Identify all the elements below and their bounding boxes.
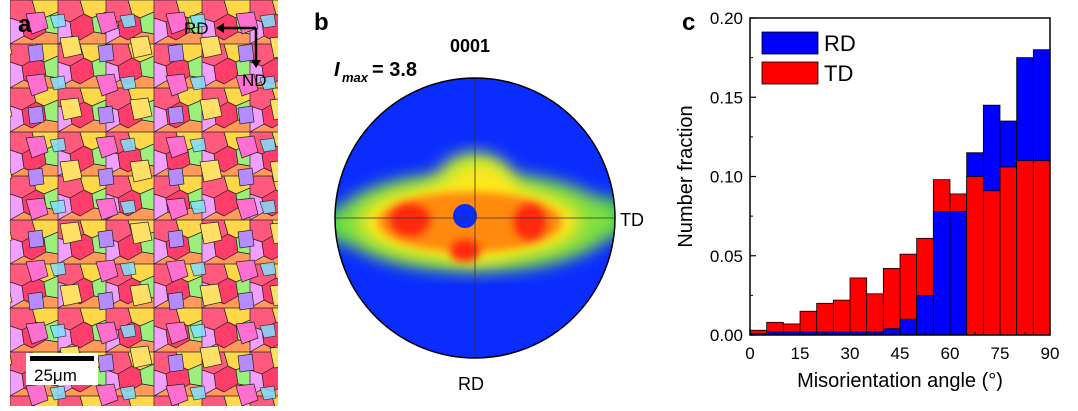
- bar-td-13: [966, 176, 984, 336]
- panel-label-a: a: [18, 11, 32, 38]
- x-tick-label: 15: [791, 344, 810, 363]
- rd-nd-axis-indicator: RD ND: [184, 19, 267, 90]
- y-tick-label: 0.10: [710, 168, 743, 187]
- y-tick-label: 0.20: [710, 9, 743, 28]
- x-tick-label: 60: [941, 344, 960, 363]
- bar-td-15: [999, 166, 1018, 336]
- bar-td-7: [866, 293, 884, 336]
- bar-rd-10: [916, 294, 934, 336]
- x-tick-label: 0: [745, 344, 754, 363]
- legend: RD TD: [761, 31, 856, 86]
- axes-group: 0 15 30 45 60 75 90 0.00 0.05 0.10 0.15 0.20: [710, 9, 1060, 363]
- x-tick-label: 75: [991, 344, 1010, 363]
- y-tick-label: 0.15: [710, 88, 743, 107]
- svg-text:I: I: [334, 59, 340, 81]
- legend-label-td: TD: [824, 61, 853, 86]
- plane-label: 0001: [450, 36, 490, 56]
- bar-rd-9: [899, 318, 918, 336]
- scale-bar-label: 25μm: [34, 366, 77, 385]
- rd-label-b: RD: [458, 374, 484, 394]
- misorientation-histogram: c 0 15 30 45 60 75 90 0.00 0.05 0.10 0.15 0.20 RD TD…: [675, 9, 1060, 392]
- y-axis-label: Number fraction: [675, 105, 697, 247]
- imax-label: I max = 3.8: [334, 59, 417, 85]
- panel-a-ebsd-map: a RD ND 25μm: [10, 0, 278, 406]
- bar-rd-8: [882, 328, 901, 336]
- x-tick-label: 45: [891, 344, 910, 363]
- rd-label: RD: [184, 19, 209, 38]
- bar-rd-12: [949, 210, 968, 336]
- bar-td-4: [816, 302, 834, 336]
- panel-c-histogram: c 0 15 30 45 60 75 90 0.00 0.05 0.10 0.15 0.20 RD TD…: [660, 0, 1078, 406]
- legend-label-rd: RD: [824, 31, 856, 56]
- svg-text:max: max: [342, 70, 369, 85]
- bar-td-5: [832, 299, 851, 336]
- bars-group: [749, 49, 1051, 336]
- panel-label-b: b: [314, 9, 329, 36]
- bar-td-17: [1032, 160, 1051, 336]
- bar-td-16: [1016, 160, 1034, 336]
- scale-bar: 25μm: [26, 353, 98, 385]
- bar-td-6: [849, 277, 868, 336]
- ebsd-map: a RD ND 25μm: [10, 0, 278, 406]
- pole-figure-outline: [334, 77, 616, 359]
- x-axis-label: Misorientation angle (°): [797, 370, 1003, 392]
- x-tick-label: 90: [1041, 344, 1060, 363]
- y-tick-label: 0.05: [710, 247, 743, 266]
- panel-b-pole-figure: b 0001 I max = 3.8: [290, 0, 670, 406]
- pole-figure: b 0001 I max = 3.8: [314, 9, 644, 394]
- bar-td-14: [982, 190, 1001, 336]
- bar-rd-11: [932, 210, 951, 336]
- y-tick-label: 0.00: [710, 326, 743, 345]
- grain-layer-overlay: [10, 0, 278, 406]
- nd-label: ND: [242, 71, 267, 90]
- legend-swatch-rd: [761, 31, 819, 55]
- svg-text:= 3.8: = 3.8: [372, 59, 417, 81]
- pole-figure-intensity: [335, 78, 615, 358]
- legend-swatch-td: [761, 61, 819, 85]
- bar-td-8: [882, 268, 901, 336]
- x-tick-label: 30: [841, 344, 860, 363]
- panel-label-c: c: [682, 9, 695, 36]
- td-label: TD: [620, 210, 644, 230]
